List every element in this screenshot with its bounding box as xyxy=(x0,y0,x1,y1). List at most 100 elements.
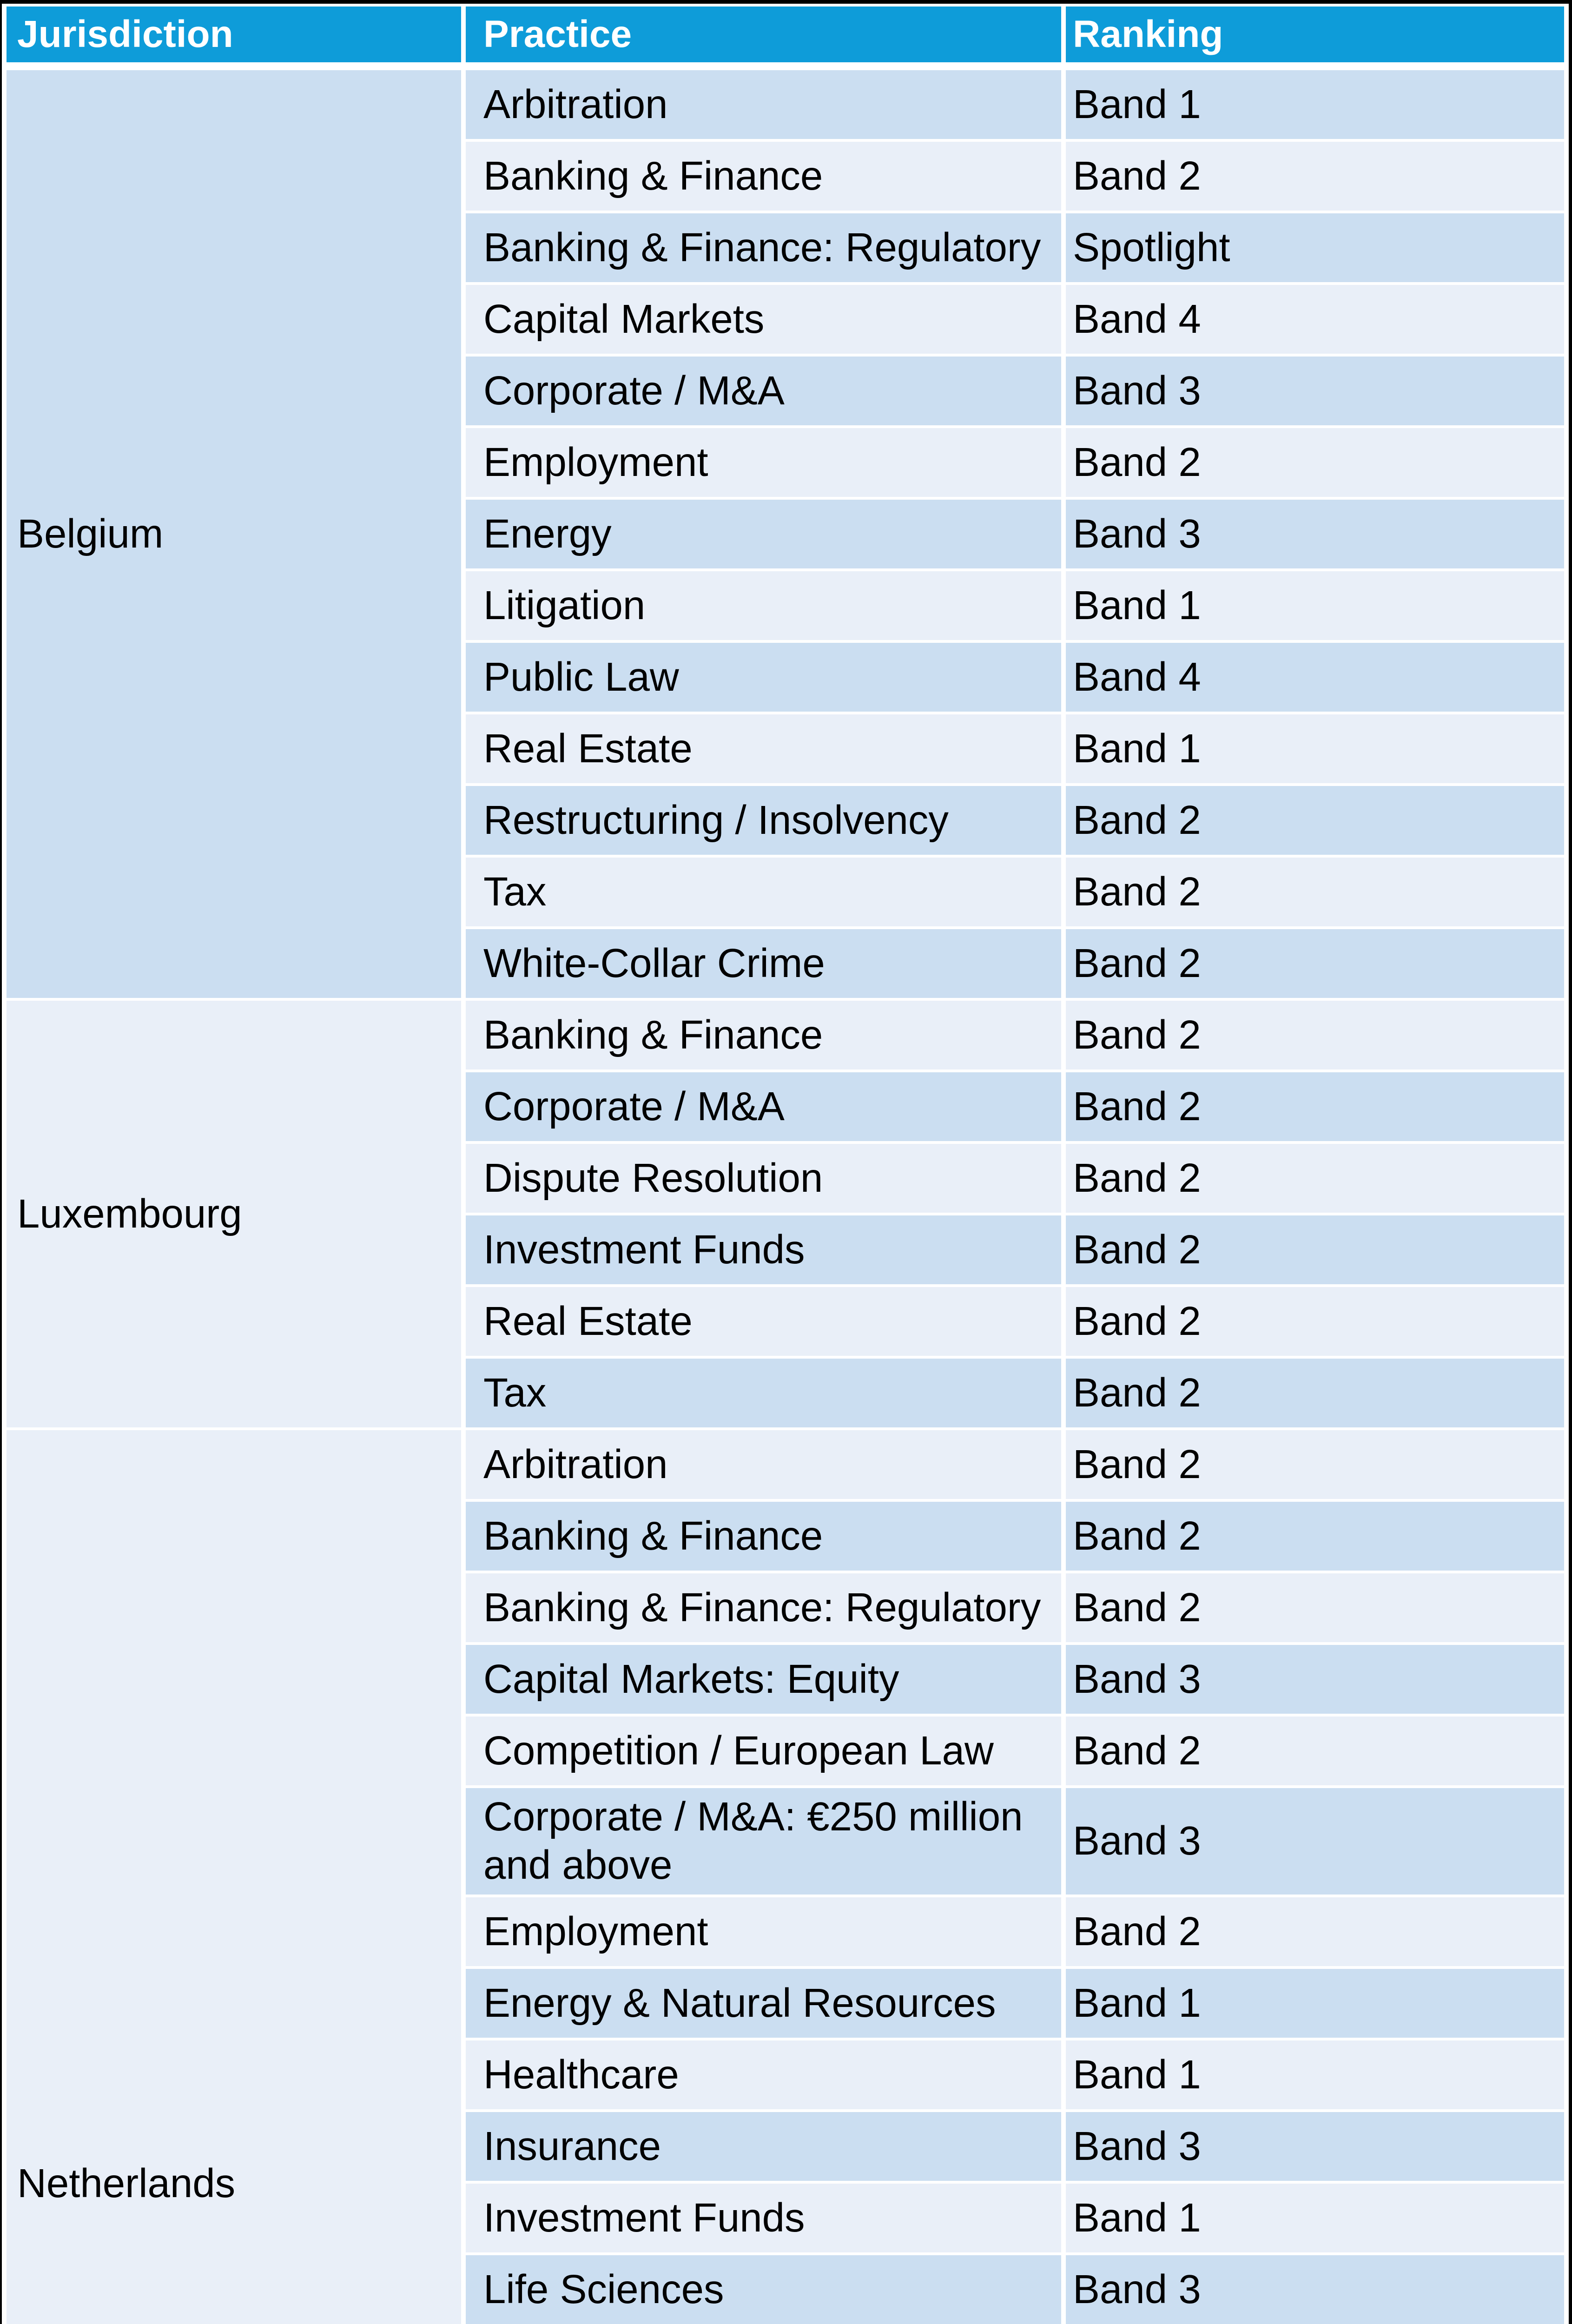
table-row: Competition / European Law Band 2 xyxy=(7,1717,1564,1785)
practice-cell: Real Estate xyxy=(466,1287,1061,1356)
table-row: Restructuring / Insolvency Band 2 xyxy=(7,786,1564,855)
ranking-cell: Band 2 xyxy=(1066,428,1564,497)
jurisdiction-cell: Netherlands xyxy=(7,1430,461,2324)
table-row: Healthcare Band 1 xyxy=(7,2040,1564,2109)
ranking-cell: Band 2 xyxy=(1066,1144,1564,1213)
practice-cell: Corporate / M&A xyxy=(466,1072,1061,1141)
practice-cell: Tax xyxy=(466,1359,1061,1427)
table-row: Capital Markets Band 4 xyxy=(7,285,1564,354)
table-row: Litigation Band 1 xyxy=(7,571,1564,640)
ranking-cell: Band 3 xyxy=(1066,1788,1564,1895)
ranking-cell: Band 2 xyxy=(1066,142,1564,211)
ranking-cell: Band 2 xyxy=(1066,1359,1564,1427)
table-row: Real Estate Band 2 xyxy=(7,1287,1564,1356)
header-row: Jurisdiction Practice Ranking xyxy=(7,7,1564,67)
table-body: Belgium Arbitration Band 1 Banking & Financ… xyxy=(7,70,1564,2324)
ranking-cell: Band 1 xyxy=(1066,2183,1564,2252)
practice-cell: Capital Markets xyxy=(466,285,1061,354)
jurisdiction-cell: Belgium xyxy=(7,70,461,998)
table-row: Belgium Arbitration Band 1 xyxy=(7,70,1564,998)
practice-cell: Insurance xyxy=(466,2112,1061,2181)
table-row: Banking & Finance Band 2 xyxy=(7,1502,1564,1571)
ranking-cell: Band 1 xyxy=(1066,571,1564,640)
table-row: Corporate / M&A Band 2 xyxy=(7,1072,1564,1141)
practice-cell: Dispute Resolution xyxy=(466,1144,1061,1213)
ranking-cell: Band 1 xyxy=(1066,1968,1564,2038)
ranking-cell: Band 3 xyxy=(1066,2112,1564,2181)
table-row: Insurance Band 3 xyxy=(7,2112,1564,2181)
table-row: Dispute Resolution Band 2 xyxy=(7,1144,1564,1213)
ranking-cell: Band 1 xyxy=(1066,2040,1564,2109)
practice-cell: Corporate / M&A xyxy=(466,357,1061,425)
table-row: Investment Funds Band 1 xyxy=(7,2183,1564,2252)
ranking-cell: Band 4 xyxy=(1066,285,1564,354)
practice-cell: Banking & Finance xyxy=(466,142,1061,211)
table-row: Employment Band 2 xyxy=(7,428,1564,497)
table-row: Investment Funds Band 2 xyxy=(7,1215,1564,1284)
table-row: Capital Markets: Equity Band 3 xyxy=(7,1645,1564,1714)
table-row: Life Sciences Band 3 xyxy=(7,2255,1564,2324)
practice-cell: Arbitration xyxy=(466,70,1061,139)
table-row: Tax Band 2 xyxy=(7,858,1564,926)
ranking-cell: Band 1 xyxy=(1066,70,1564,139)
table-row: Corporate / M&A: €250 million and above B… xyxy=(7,1788,1564,1895)
column-header-jurisdiction: Jurisdiction xyxy=(7,7,461,67)
table-row: Energy Band 3 xyxy=(7,500,1564,568)
column-header-ranking: Ranking xyxy=(1066,7,1564,67)
ranking-cell: Band 2 xyxy=(1066,1717,1564,1785)
ranking-cell: Band 3 xyxy=(1066,500,1564,568)
ranking-cell: Band 2 xyxy=(1066,929,1564,998)
ranking-cell: Band 2 xyxy=(1066,1001,1564,1070)
practice-cell: Energy xyxy=(466,500,1061,568)
practice-cell: Litigation xyxy=(466,571,1061,640)
ranking-cell: Band 4 xyxy=(1066,643,1564,712)
ranking-cell: Band 3 xyxy=(1066,2255,1564,2324)
practice-cell: Healthcare xyxy=(466,2040,1061,2109)
ranking-cell: Band 2 xyxy=(1066,1072,1564,1141)
ranking-cell: Band 2 xyxy=(1066,1502,1564,1571)
ranking-cell: Band 2 xyxy=(1066,1215,1564,1284)
table-row: White-Collar Crime Band 2 xyxy=(7,929,1564,998)
table-row: Real Estate Band 1 xyxy=(7,714,1564,783)
ranking-cell: Band 2 xyxy=(1066,1897,1564,1966)
table-row: Banking & Finance: Regulatory Spotlight xyxy=(7,213,1564,282)
column-header-practice: Practice xyxy=(466,7,1061,67)
practice-cell: Arbitration xyxy=(466,1430,1061,1499)
practice-cell: Restructuring / Insolvency xyxy=(466,786,1061,855)
ranking-cell: Band 3 xyxy=(1066,357,1564,425)
practice-cell: Banking & Finance xyxy=(466,1001,1061,1070)
practice-cell: Real Estate xyxy=(466,714,1061,783)
ranking-cell: Band 1 xyxy=(1066,714,1564,783)
practice-cell: Investment Funds xyxy=(466,2183,1061,2252)
table-row: Luxembourg Banking & Finance Band 2 xyxy=(7,1001,1564,1427)
ranking-cell: Spotlight xyxy=(1066,213,1564,282)
table-row: Public Law Band 4 xyxy=(7,643,1564,712)
practice-cell: Public Law xyxy=(466,643,1061,712)
practice-cell: White-Collar Crime xyxy=(466,929,1061,998)
table-row: Banking & Finance: Regulatory Band 2 xyxy=(7,1573,1564,1642)
practice-cell: Employment xyxy=(466,428,1061,497)
practice-cell: Tax xyxy=(466,858,1061,926)
ranking-cell: Band 2 xyxy=(1066,1573,1564,1642)
table-row: Banking & Finance Band 2 xyxy=(7,142,1564,211)
practice-cell: Competition / European Law xyxy=(466,1717,1061,1785)
practice-cell: Banking & Finance: Regulatory xyxy=(466,213,1061,282)
practice-cell: Banking & Finance xyxy=(466,1502,1061,1571)
practice-cell: Investment Funds xyxy=(466,1215,1061,1284)
ranking-cell: Band 2 xyxy=(1066,786,1564,855)
ranking-cell: Band 2 xyxy=(1066,1430,1564,1499)
ranking-cell: Band 2 xyxy=(1066,1287,1564,1356)
practice-cell: Corporate / M&A: €250 million and above xyxy=(466,1788,1061,1895)
ranking-cell: Band 3 xyxy=(1066,1645,1564,1714)
practice-cell: Capital Markets: Equity xyxy=(466,1645,1061,1714)
table-row: Employment Band 2 xyxy=(7,1897,1564,1966)
table-row: Corporate / M&A Band 3 xyxy=(7,357,1564,425)
rankings-table: Jurisdiction Practice Ranking Belgium Arb… xyxy=(2,4,1569,2324)
jurisdiction-cell: Luxembourg xyxy=(7,1001,461,1427)
practice-cell: Banking & Finance: Regulatory xyxy=(466,1573,1061,1642)
ranking-cell: Band 2 xyxy=(1066,858,1564,926)
practice-cell: Employment xyxy=(466,1897,1061,1966)
table-row: Energy & Natural Resources Band 1 xyxy=(7,1968,1564,2038)
table-row: Netherlands Arbitration Band 2 xyxy=(7,1430,1564,2324)
